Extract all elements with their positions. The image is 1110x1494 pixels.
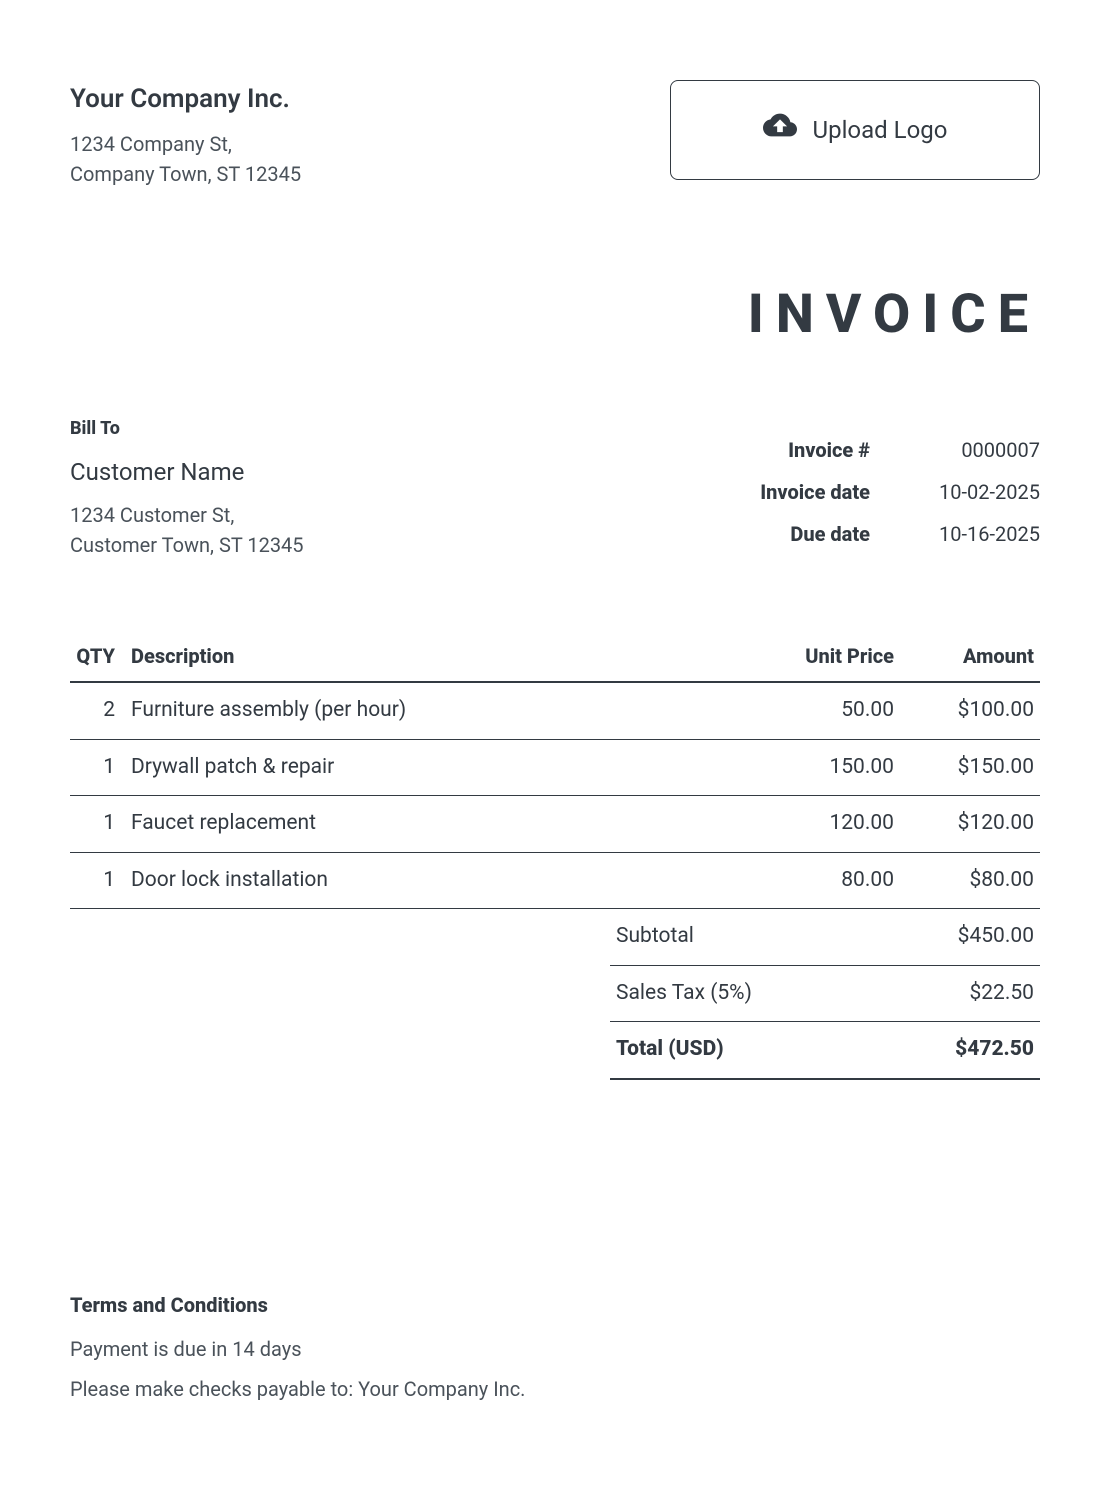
item-qty: 1 [70,739,125,796]
table-row: 1Drywall patch & repair150.00$150.00 [70,739,1040,796]
total-row: Total (USD) $472.50 [610,1022,1040,1080]
document-title: INVOICE [70,274,1040,355]
billing-meta-row: Bill To Customer Name 1234 Customer St, … [70,415,1040,561]
total-label: Total (USD) [616,1034,724,1066]
header-row: Your Company Inc. 1234 Company St, Compa… [70,80,1040,189]
col-amount: Amount [900,631,1040,682]
total-value: $472.50 [955,1034,1034,1066]
invoice-meta-block: Invoice # 0000007 Invoice date 10-02-202… [720,435,1040,561]
due-date-row: Due date 10-16-2025 [720,519,1040,549]
upload-logo-label: Upload Logo [813,112,948,148]
col-unit-price: Unit Price [760,631,900,682]
item-qty: 2 [70,682,125,739]
tax-value: $22.50 [969,978,1034,1010]
item-amount: $100.00 [900,682,1040,739]
col-qty: QTY [70,631,125,682]
cloud-upload-icon [763,108,797,152]
tax-label: Sales Tax (5%) [616,978,752,1010]
item-amount: $80.00 [900,852,1040,909]
item-qty: 1 [70,852,125,909]
due-date-value: 10-16-2025 [920,519,1040,549]
subtotal-row: Subtotal $450.00 [610,909,1040,966]
item-description: Door lock installation [125,852,760,909]
terms-heading: Terms and Conditions [70,1290,1040,1320]
bill-to-block: Bill To Customer Name 1234 Customer St, … [70,415,304,561]
item-description: Faucet replacement [125,796,760,853]
company-name: Your Company Inc. [70,80,301,119]
customer-address-line2: Customer Town, ST 12345 [70,530,304,560]
item-qty: 1 [70,796,125,853]
invoice-number-row: Invoice # 0000007 [720,435,1040,465]
item-unit-price: 120.00 [760,796,900,853]
line-items-table: QTY Description Unit Price Amount 2Furni… [70,631,1040,909]
terms-block: Terms and Conditions Payment is due in 1… [70,1290,1040,1404]
subtotal-label: Subtotal [616,921,694,953]
customer-name: Customer Name [70,454,304,490]
subtotal-value: $450.00 [958,921,1034,953]
item-unit-price: 50.00 [760,682,900,739]
table-row: 1Door lock installation80.00$80.00 [70,852,1040,909]
bill-to-heading: Bill To [70,415,304,442]
totals-block: Subtotal $450.00 Sales Tax (5%) $22.50 T… [70,909,1040,1080]
company-block: Your Company Inc. 1234 Company St, Compa… [70,80,301,189]
item-description: Furniture assembly (per hour) [125,682,760,739]
terms-line2: Please make checks payable to: Your Comp… [70,1374,1040,1404]
item-amount: $120.00 [900,796,1040,853]
table-row: 2Furniture assembly (per hour)50.00$100.… [70,682,1040,739]
upload-logo-button[interactable]: Upload Logo [670,80,1040,180]
tax-row: Sales Tax (5%) $22.50 [610,966,1040,1023]
table-row: 1Faucet replacement120.00$120.00 [70,796,1040,853]
invoice-date-label: Invoice date [720,477,870,507]
invoice-number-value: 0000007 [920,435,1040,465]
terms-line1: Payment is due in 14 days [70,1334,1040,1364]
item-description: Drywall patch & repair [125,739,760,796]
item-unit-price: 80.00 [760,852,900,909]
customer-address-line1: 1234 Customer St, [70,500,304,530]
invoice-date-value: 10-02-2025 [920,477,1040,507]
table-header-row: QTY Description Unit Price Amount [70,631,1040,682]
company-address-line2: Company Town, ST 12345 [70,159,301,189]
col-description: Description [125,631,760,682]
invoice-date-row: Invoice date 10-02-2025 [720,477,1040,507]
item-amount: $150.00 [900,739,1040,796]
company-address-line1: 1234 Company St, [70,129,301,159]
item-unit-price: 150.00 [760,739,900,796]
invoice-number-label: Invoice # [720,435,870,465]
due-date-label: Due date [720,519,870,549]
